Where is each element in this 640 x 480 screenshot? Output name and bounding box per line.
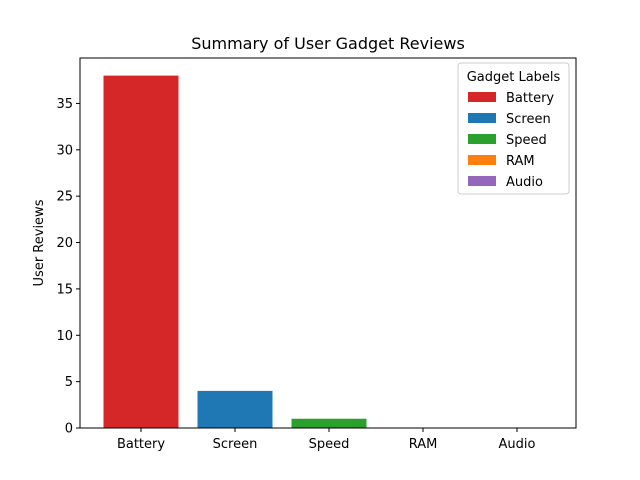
legend-swatch [468, 134, 496, 144]
x-tick-label: Screen [213, 437, 258, 452]
legend-swatch [468, 92, 496, 102]
x-tick-label: Audio [499, 437, 536, 452]
y-tick-label: 10 [56, 329, 73, 344]
bar-battery [103, 75, 179, 428]
legend-title: Gadget Labels [467, 70, 561, 85]
y-tick-label: 35 [56, 97, 73, 112]
y-tick-label: 20 [56, 236, 73, 251]
legend-entry: RAM [506, 154, 535, 169]
x-axis: Battery Screen Speed RAM Audio [117, 428, 536, 452]
y-axis: 0 5 10 15 20 25 30 35 [56, 97, 80, 437]
legend-entry: Battery [506, 91, 554, 106]
y-tick-label: 25 [56, 190, 73, 205]
bar-speed [291, 418, 367, 428]
y-axis-title: User Reviews [32, 199, 47, 286]
y-tick-label: 15 [56, 282, 73, 297]
legend-entry: Screen [506, 112, 551, 127]
legend-swatch [468, 176, 496, 186]
plot-frame [79, 57, 577, 429]
x-tick-label: RAM [409, 437, 438, 452]
legend-swatch [468, 113, 496, 123]
y-tick-label: 0 [65, 422, 73, 437]
chart-title: Summary of User Gadget Reviews [191, 34, 465, 53]
legend-entry: Audio [506, 175, 543, 190]
y-tick-label: 30 [56, 143, 73, 158]
bars-group [103, 75, 367, 428]
x-tick-label: Speed [309, 437, 350, 452]
y-tick-label: 5 [65, 375, 73, 390]
legend-swatch [468, 155, 496, 165]
legend-entry: Speed [506, 133, 547, 148]
legend: Gadget Labels Battery Screen Speed RAM Audio [457, 62, 570, 195]
bar-screen [197, 390, 273, 428]
x-tick-label: Battery [117, 437, 165, 452]
